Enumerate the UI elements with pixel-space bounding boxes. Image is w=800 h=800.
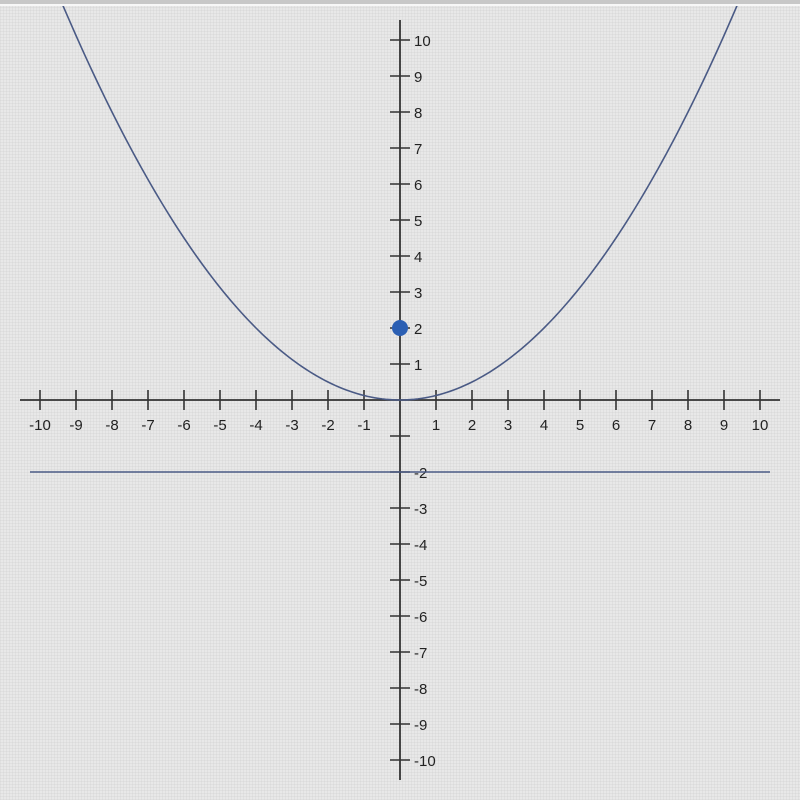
x-tick-label: 4 xyxy=(540,417,548,434)
y-tick-label: 8 xyxy=(414,105,422,122)
y-tick-label: 10 xyxy=(414,33,431,50)
x-tick-label: -4 xyxy=(249,417,262,434)
y-tick-label: -6 xyxy=(414,609,427,626)
y-tick-label: -2 xyxy=(414,465,427,482)
x-tick-label: 9 xyxy=(720,417,728,434)
x-tick-label: -6 xyxy=(177,417,190,434)
x-tick-label: 2 xyxy=(468,417,476,434)
y-tick-label: 6 xyxy=(414,177,422,194)
x-tick-label: 7 xyxy=(648,417,656,434)
y-tick-label: 2 xyxy=(414,321,422,338)
y-tick-label: -9 xyxy=(414,717,427,734)
coordinate-plot: -10 -9 -8 -7 -6 -5 -4 -3 -2 -1 1 2 3 4 5 6 7 8 9 10 -10 -9 -8 -… xyxy=(0,0,800,800)
x-tick-label: -7 xyxy=(141,417,154,434)
x-tick-label: -9 xyxy=(69,417,82,434)
y-tick-label: -8 xyxy=(414,681,427,698)
x-tick-label: 10 xyxy=(752,417,769,434)
plot-svg: -10 -9 -8 -7 -6 -5 -4 -3 -2 -1 1 2 3 4 5 6 7 8 9 10 -10 -9 -8 -… xyxy=(0,0,800,800)
x-tick-label: -2 xyxy=(321,417,334,434)
x-tick-label: -8 xyxy=(105,417,118,434)
y-tick-label: 3 xyxy=(414,285,422,302)
x-tick-label: -5 xyxy=(213,417,226,434)
y-tick-label: 7 xyxy=(414,141,422,158)
x-tick-label: 5 xyxy=(576,417,584,434)
y-tick-label: -5 xyxy=(414,573,427,590)
x-tick-label: 6 xyxy=(612,417,620,434)
y-tick-label: 5 xyxy=(414,213,422,230)
y-tick-label: -4 xyxy=(414,537,427,554)
y-tick-label: -3 xyxy=(414,501,427,518)
y-tick-label: -7 xyxy=(414,645,427,662)
y-tick-label: 9 xyxy=(414,69,422,86)
x-tick-label: -3 xyxy=(285,417,298,434)
x-tick-label: 3 xyxy=(504,417,512,434)
window-top-border xyxy=(0,0,800,6)
y-tick-label: 1 xyxy=(414,357,422,374)
y-tick-label: -10 xyxy=(414,753,436,770)
x-tick-label: 8 xyxy=(684,417,692,434)
focus-point xyxy=(392,320,408,336)
x-tick-label: -10 xyxy=(29,417,51,434)
y-tick-label: 4 xyxy=(414,249,422,266)
x-tick-label: -1 xyxy=(357,417,370,434)
x-tick-label: 1 xyxy=(432,417,440,434)
